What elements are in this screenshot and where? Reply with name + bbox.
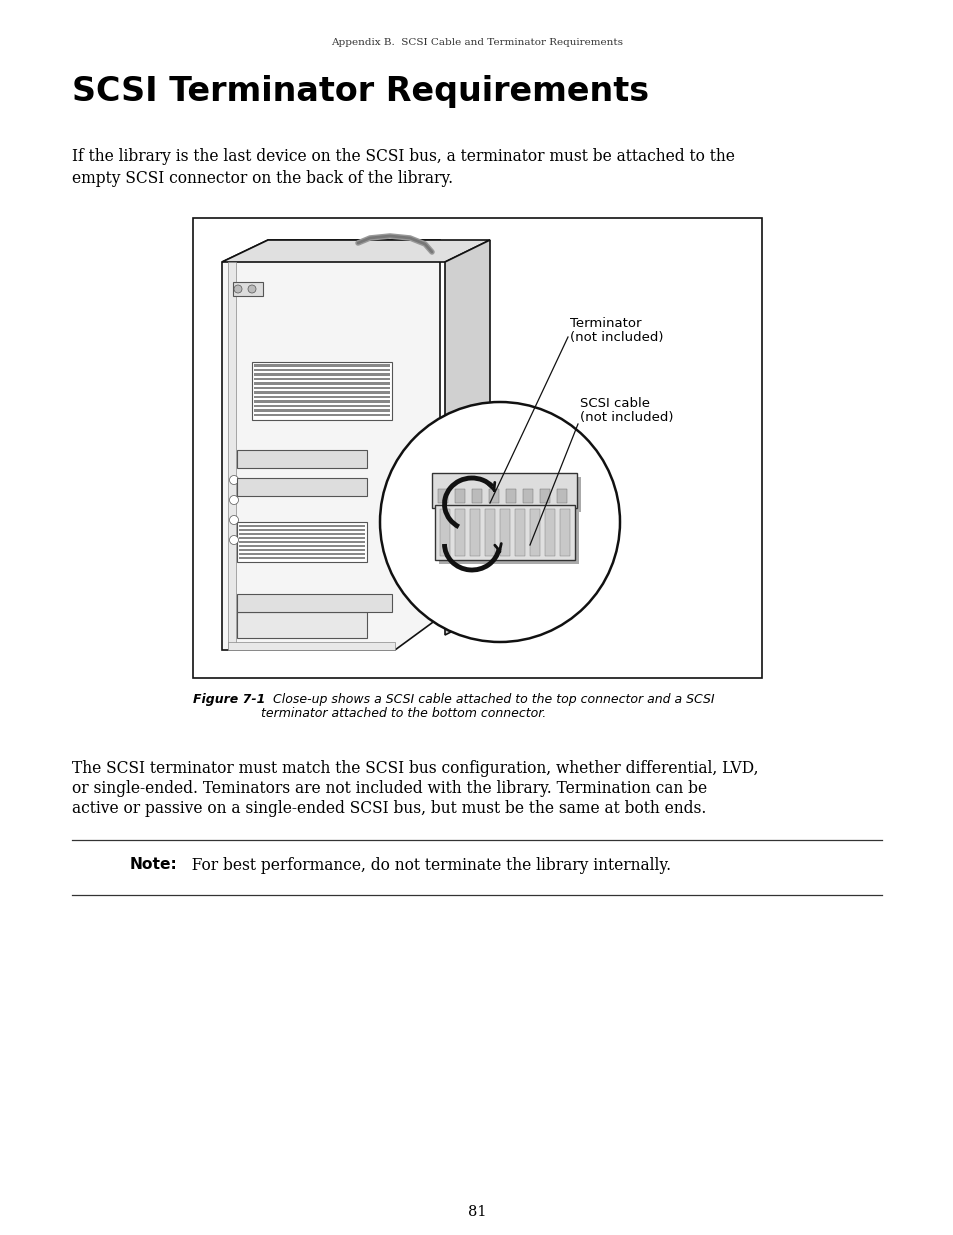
Bar: [455, 509, 464, 556]
Bar: [228, 262, 235, 648]
Text: SCSI Terminator Requirements: SCSI Terminator Requirements: [71, 75, 648, 107]
Text: Terminator: Terminator: [569, 317, 640, 330]
Text: Close-up shows a SCSI cable attached to the top connector and a SCSI: Close-up shows a SCSI cable attached to …: [261, 693, 714, 706]
Bar: [239, 532, 365, 535]
Bar: [544, 509, 555, 556]
Bar: [253, 414, 390, 416]
Bar: [557, 489, 566, 503]
Bar: [239, 525, 365, 527]
Circle shape: [230, 515, 238, 525]
Bar: [436, 477, 580, 513]
Bar: [236, 594, 392, 613]
Bar: [253, 387, 390, 389]
Bar: [522, 489, 533, 503]
Circle shape: [230, 475, 238, 484]
Text: 81: 81: [467, 1205, 486, 1219]
Bar: [253, 364, 390, 367]
Bar: [253, 405, 390, 408]
Bar: [438, 509, 578, 564]
Bar: [435, 505, 575, 559]
Text: (not included): (not included): [579, 411, 673, 424]
Bar: [437, 489, 448, 503]
Text: Appendix B.  SCSI Cable and Terminator Requirements: Appendix B. SCSI Cable and Terminator Re…: [331, 38, 622, 47]
Text: active or passive on a single-ended SCSI bus, but must be the same at both ends.: active or passive on a single-ended SCSI…: [71, 800, 705, 818]
Text: For best performance, do not terminate the library internally.: For best performance, do not terminate t…: [182, 857, 670, 874]
Circle shape: [230, 495, 238, 505]
Bar: [239, 529, 365, 531]
Bar: [253, 382, 390, 384]
Text: Figure 7-1: Figure 7-1: [193, 693, 265, 706]
Circle shape: [230, 536, 238, 545]
Text: (not included): (not included): [569, 331, 662, 345]
Bar: [253, 409, 390, 411]
Bar: [239, 541, 365, 543]
Bar: [252, 362, 392, 420]
Bar: [253, 373, 390, 375]
Bar: [499, 509, 510, 556]
Bar: [253, 368, 390, 370]
Text: empty SCSI connector on the back of the library.: empty SCSI connector on the back of the …: [71, 170, 453, 186]
Bar: [236, 522, 367, 562]
Bar: [239, 548, 365, 551]
Polygon shape: [444, 240, 490, 635]
Polygon shape: [222, 240, 439, 650]
Bar: [515, 509, 524, 556]
Text: or single-ended. Teminators are not included with the library. Termination can b: or single-ended. Teminators are not incl…: [71, 781, 706, 797]
Text: The SCSI terminator must match the SCSI bus configuration, whether differential,: The SCSI terminator must match the SCSI …: [71, 760, 758, 777]
Text: SCSI cable: SCSI cable: [579, 396, 649, 410]
Text: terminator attached to the bottom connector.: terminator attached to the bottom connec…: [261, 706, 546, 720]
Bar: [539, 489, 550, 503]
Circle shape: [248, 285, 255, 293]
Bar: [239, 552, 365, 555]
Bar: [455, 489, 464, 503]
Bar: [193, 219, 761, 678]
Bar: [432, 473, 577, 508]
Text: If the library is the last device on the SCSI bus, a terminator must be attached: If the library is the last device on the…: [71, 148, 734, 165]
Bar: [484, 509, 495, 556]
Bar: [236, 450, 367, 468]
Bar: [472, 489, 481, 503]
Bar: [470, 509, 479, 556]
Bar: [239, 536, 365, 538]
Bar: [236, 613, 367, 638]
Bar: [253, 391, 390, 394]
Bar: [236, 478, 367, 496]
Circle shape: [233, 285, 242, 293]
Bar: [439, 509, 450, 556]
Bar: [505, 489, 516, 503]
Bar: [239, 557, 365, 559]
Polygon shape: [222, 240, 490, 262]
Bar: [559, 509, 569, 556]
Bar: [253, 378, 390, 380]
Circle shape: [379, 403, 619, 642]
Bar: [489, 489, 498, 503]
Bar: [530, 509, 539, 556]
Bar: [228, 642, 395, 650]
Bar: [253, 395, 390, 398]
Bar: [239, 545, 365, 547]
Bar: [233, 282, 263, 296]
Text: Note:: Note:: [130, 857, 177, 872]
Bar: [253, 400, 390, 403]
